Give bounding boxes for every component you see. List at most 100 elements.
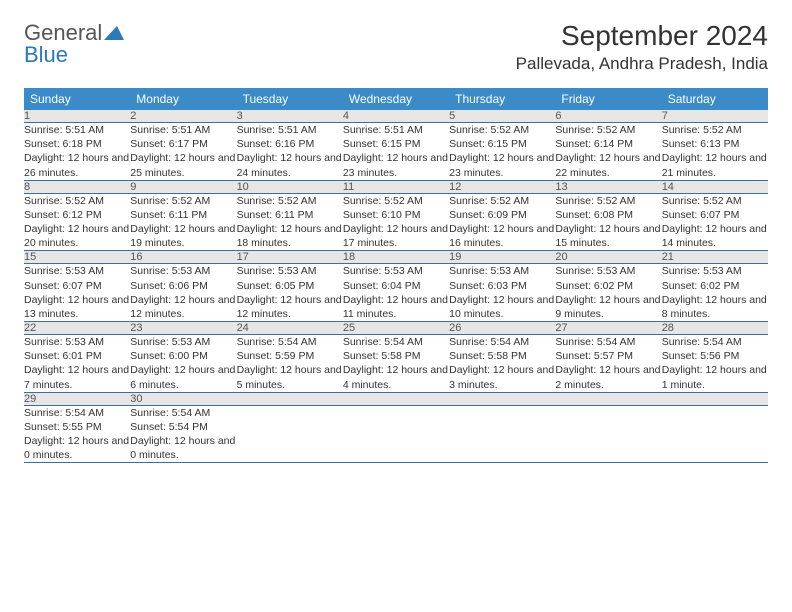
sunset-line: Sunset: 6:01 PM (24, 349, 130, 363)
day-number-cell: 4 (343, 110, 449, 123)
daylight-line: Daylight: 12 hours and 20 minutes. (24, 222, 130, 250)
day-detail-cell: Sunrise: 5:53 AMSunset: 6:07 PMDaylight:… (24, 264, 130, 322)
weekday-header-row: Sunday Monday Tuesday Wednesday Thursday… (24, 88, 768, 110)
daylight-line: Daylight: 12 hours and 17 minutes. (343, 222, 449, 250)
day-detail-row: Sunrise: 5:52 AMSunset: 6:12 PMDaylight:… (24, 193, 768, 251)
day-number-cell: 2 (130, 110, 236, 123)
sunrise-line: Sunrise: 5:53 AM (24, 264, 130, 278)
sunset-line: Sunset: 6:14 PM (555, 137, 661, 151)
sunrise-line: Sunrise: 5:53 AM (555, 264, 661, 278)
day-detail-cell (237, 405, 343, 463)
day-number-cell: 11 (343, 180, 449, 193)
sunrise-line: Sunrise: 5:52 AM (24, 194, 130, 208)
daylight-line: Daylight: 12 hours and 11 minutes. (343, 293, 449, 321)
daylight-line: Daylight: 12 hours and 19 minutes. (130, 222, 236, 250)
daylight-line: Daylight: 12 hours and 8 minutes. (662, 293, 768, 321)
daylight-line: Daylight: 12 hours and 22 minutes. (555, 151, 661, 179)
weekday-header: Thursday (449, 88, 555, 110)
day-detail-cell: Sunrise: 5:53 AMSunset: 6:02 PMDaylight:… (555, 264, 661, 322)
weekday-header: Sunday (24, 88, 130, 110)
sunrise-line: Sunrise: 5:54 AM (662, 335, 768, 349)
day-detail-cell: Sunrise: 5:53 AMSunset: 6:03 PMDaylight:… (449, 264, 555, 322)
daylight-line: Daylight: 12 hours and 26 minutes. (24, 151, 130, 179)
day-number-cell (449, 392, 555, 405)
day-detail-cell: Sunrise: 5:54 AMSunset: 5:58 PMDaylight:… (343, 335, 449, 393)
sunrise-line: Sunrise: 5:52 AM (662, 194, 768, 208)
day-detail-cell: Sunrise: 5:53 AMSunset: 6:06 PMDaylight:… (130, 264, 236, 322)
daylight-line: Daylight: 12 hours and 12 minutes. (130, 293, 236, 321)
sunset-line: Sunset: 6:16 PM (237, 137, 343, 151)
day-number-cell: 27 (555, 322, 661, 335)
day-detail-cell: Sunrise: 5:52 AMSunset: 6:15 PMDaylight:… (449, 123, 555, 181)
day-number-cell: 1 (24, 110, 130, 123)
daylight-line: Daylight: 12 hours and 16 minutes. (449, 222, 555, 250)
day-detail-cell: Sunrise: 5:53 AMSunset: 6:02 PMDaylight:… (662, 264, 768, 322)
day-detail-cell: Sunrise: 5:54 AMSunset: 5:54 PMDaylight:… (130, 405, 236, 463)
day-number-cell: 28 (662, 322, 768, 335)
day-number-cell: 25 (343, 322, 449, 335)
day-detail-cell: Sunrise: 5:53 AMSunset: 6:05 PMDaylight:… (237, 264, 343, 322)
daylight-line: Daylight: 12 hours and 23 minutes. (343, 151, 449, 179)
day-number-cell: 7 (662, 110, 768, 123)
day-number-cell: 19 (449, 251, 555, 264)
location-subtitle: Pallevada, Andhra Pradesh, India (516, 54, 768, 74)
daylight-line: Daylight: 12 hours and 0 minutes. (130, 434, 236, 462)
sunset-line: Sunset: 6:09 PM (449, 208, 555, 222)
header: General September 2024 Pallevada, Andhra… (24, 20, 768, 74)
sunset-line: Sunset: 6:05 PM (237, 279, 343, 293)
day-detail-cell: Sunrise: 5:52 AMSunset: 6:08 PMDaylight:… (555, 193, 661, 251)
day-detail-cell: Sunrise: 5:52 AMSunset: 6:10 PMDaylight:… (343, 193, 449, 251)
sunset-line: Sunset: 6:15 PM (449, 137, 555, 151)
daylight-line: Daylight: 12 hours and 25 minutes. (130, 151, 236, 179)
sunset-line: Sunset: 6:02 PM (555, 279, 661, 293)
sunset-line: Sunset: 6:07 PM (662, 208, 768, 222)
day-number-cell: 3 (237, 110, 343, 123)
day-number-cell (555, 392, 661, 405)
day-number-cell (237, 392, 343, 405)
day-number-row: 2930 (24, 392, 768, 405)
day-number-cell: 18 (343, 251, 449, 264)
daylight-line: Daylight: 12 hours and 5 minutes. (237, 363, 343, 391)
sunrise-line: Sunrise: 5:53 AM (130, 264, 236, 278)
sunset-line: Sunset: 6:10 PM (343, 208, 449, 222)
sunset-line: Sunset: 6:08 PM (555, 208, 661, 222)
sunrise-line: Sunrise: 5:53 AM (662, 264, 768, 278)
daylight-line: Daylight: 12 hours and 0 minutes. (24, 434, 130, 462)
page-title: September 2024 (516, 20, 768, 52)
day-number-cell (662, 392, 768, 405)
day-detail-row: Sunrise: 5:54 AMSunset: 5:55 PMDaylight:… (24, 405, 768, 463)
day-detail-cell: Sunrise: 5:52 AMSunset: 6:14 PMDaylight:… (555, 123, 661, 181)
sunset-line: Sunset: 5:54 PM (130, 420, 236, 434)
sunset-line: Sunset: 5:56 PM (662, 349, 768, 363)
day-number-row: 891011121314 (24, 180, 768, 193)
sunset-line: Sunset: 5:59 PM (237, 349, 343, 363)
sunrise-line: Sunrise: 5:52 AM (555, 194, 661, 208)
weekday-header: Saturday (662, 88, 768, 110)
title-block: September 2024 Pallevada, Andhra Pradesh… (516, 20, 768, 74)
daylight-line: Daylight: 12 hours and 23 minutes. (449, 151, 555, 179)
day-detail-cell: Sunrise: 5:52 AMSunset: 6:09 PMDaylight:… (449, 193, 555, 251)
day-detail-cell (662, 405, 768, 463)
day-number-cell: 10 (237, 180, 343, 193)
calendar-table: Sunday Monday Tuesday Wednesday Thursday… (24, 88, 768, 463)
day-number-cell: 16 (130, 251, 236, 264)
day-detail-cell: Sunrise: 5:52 AMSunset: 6:12 PMDaylight:… (24, 193, 130, 251)
day-number-cell: 24 (237, 322, 343, 335)
daylight-line: Daylight: 12 hours and 24 minutes. (237, 151, 343, 179)
sunrise-line: Sunrise: 5:52 AM (449, 123, 555, 137)
day-number-row: 15161718192021 (24, 251, 768, 264)
daylight-line: Daylight: 12 hours and 12 minutes. (237, 293, 343, 321)
sunrise-line: Sunrise: 5:54 AM (343, 335, 449, 349)
daylight-line: Daylight: 12 hours and 14 minutes. (662, 222, 768, 250)
sunrise-line: Sunrise: 5:54 AM (24, 406, 130, 420)
sunset-line: Sunset: 5:58 PM (343, 349, 449, 363)
day-detail-cell: Sunrise: 5:54 AMSunset: 5:57 PMDaylight:… (555, 335, 661, 393)
day-number-cell: 20 (555, 251, 661, 264)
sunrise-line: Sunrise: 5:54 AM (449, 335, 555, 349)
daylight-line: Daylight: 12 hours and 13 minutes. (24, 293, 130, 321)
day-detail-cell: Sunrise: 5:54 AMSunset: 5:55 PMDaylight:… (24, 405, 130, 463)
sunrise-line: Sunrise: 5:52 AM (130, 194, 236, 208)
sunrise-line: Sunrise: 5:53 AM (237, 264, 343, 278)
daylight-line: Daylight: 12 hours and 21 minutes. (662, 151, 768, 179)
day-number-cell: 12 (449, 180, 555, 193)
